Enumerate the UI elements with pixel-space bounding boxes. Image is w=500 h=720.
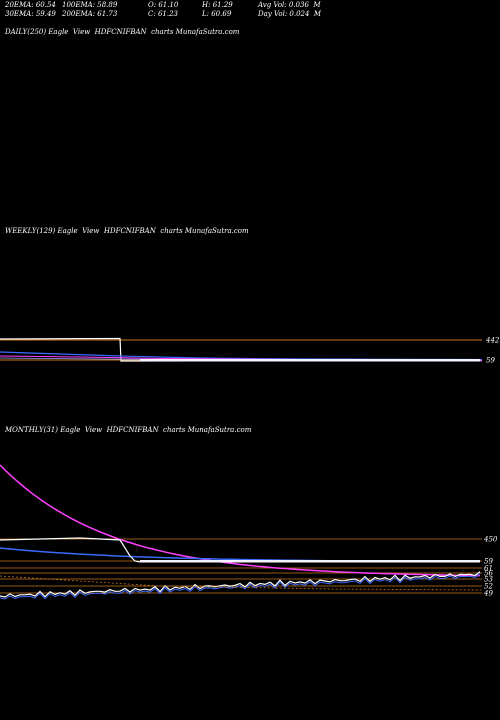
weekly-level-label-59: 59: [486, 357, 495, 365]
monthly-level-label-52: 52: [484, 583, 493, 591]
header-low: L: 60.69: [202, 10, 232, 18]
weekly-level-label-442: 442: [485, 337, 500, 345]
monthly-ema-blue-lower: [0, 573, 481, 600]
monthly-ema-magenta: [0, 464, 481, 577]
weekly-panel-title: WEEKLY(129) Eagle View HDFCNIFBAN charts…: [5, 227, 249, 235]
header-ema200: 200EMA: 61.73: [62, 10, 118, 18]
header-dayvol: Day Vol: 0.024 M: [258, 10, 322, 18]
header-close: C: 61.23: [148, 10, 178, 18]
header-ema30: 30EMA: 59.49: [5, 10, 56, 18]
monthly-level-label-49: 49: [483, 590, 493, 598]
daily-panel-title: DAILY(250) Eagle View HDFCNIFBAN charts …: [5, 28, 240, 36]
weekly-price-line: [0, 337, 483, 362]
monthly-ema-blue: [0, 547, 480, 563]
header-open: O: 61.10: [148, 1, 179, 9]
monthly-level-label-59: 59: [484, 558, 493, 566]
monthly-price-drop-line: [0, 537, 141, 563]
monthly-level-label-56: 56: [484, 570, 493, 578]
header-ema20: 20EMA: 60.54: [5, 1, 56, 9]
monthly-trend-dashed: [0, 575, 483, 591]
header-ema100: 100EMA: 58.89: [62, 1, 118, 9]
monthly-panel-title: MONTHLY(31) Eagle View HDFCNIFBAN charts…: [5, 426, 252, 434]
monthly-price-line: [0, 571, 481, 598]
weekly-price-band: [140, 359, 480, 362]
monthly-level-label-450: 450: [483, 536, 498, 544]
header-high: H: 61.29: [202, 1, 233, 9]
header-avgvol: Avg Vol: 0.036 M: [258, 1, 321, 9]
monthly-level-label-61: 61: [484, 565, 493, 573]
monthly-level-label-53: 53: [484, 576, 493, 584]
monthly-price-band: [140, 560, 480, 563]
